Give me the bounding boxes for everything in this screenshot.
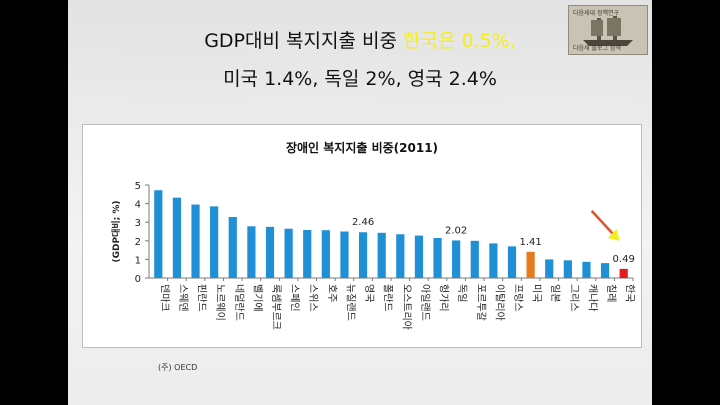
x-tick-label: 프랑스 [512,284,524,312]
bar [545,259,554,278]
x-tick-label: 이탈리아 [493,284,506,321]
x-tick-label: 폴란드 [382,284,394,312]
data-label: 1.41 [519,237,541,248]
y-tick-label: 1 [135,255,141,266]
bar [172,197,182,278]
bar [210,206,219,278]
x-tick-label: 포르투갈 [475,284,488,321]
x-tick-label: 오스트리아 [400,284,412,330]
data-label: 2.02 [445,225,467,236]
bar [284,228,293,278]
y-tick-label: 5 [135,181,141,192]
x-tick-label: 노르웨이 [214,284,226,321]
x-tick-label: 칠레 [605,284,617,302]
headline-highlight: 한국은 0.5%, [402,30,516,52]
headline-line2: 미국 1.4%, 독일 2%, 영국 2.4% [223,68,497,90]
y-tick-label: 0 [135,274,141,285]
x-tick-label: 일본 [549,284,561,302]
bar [470,240,479,278]
bar [191,204,200,278]
bar [563,260,572,278]
x-tick-label: 아일랜드 [419,284,431,321]
data-label: 2.46 [352,217,374,228]
bar [154,190,163,278]
x-tick-label: 스페인 [289,284,301,312]
bar [489,243,498,278]
ship-icon [583,16,633,46]
bar [321,230,330,278]
x-tick-label: 캐나다 [586,284,598,312]
bar [265,226,275,278]
x-tick-label: 한국 [624,284,636,302]
pointer-arrow-icon [590,210,617,238]
bar-chart: 0 1 2 3 4 5 (GDP대비; %) 덴마크 스웨덴 핀란드 노르웨이 네덜란드 벨기에 룩셈부르… [110,181,636,330]
y-tick-label: 2 [135,237,141,248]
logo-top-text: 다음세대 정책연구 [573,10,620,17]
bar [396,234,405,278]
bar [377,232,386,278]
x-tick-label: 스위스 [307,284,320,312]
source-note: (주) OECD [158,363,198,372]
bar [247,226,256,278]
bar [228,216,237,278]
bar [582,261,591,278]
y-tick-label: 3 [135,218,141,229]
x-tick-label: 네덜란드 [233,284,245,321]
x-tick-label: 독일 [456,284,468,302]
x-tick-label: 룩셈부르크 [270,284,282,330]
arrow-head-icon [607,228,620,241]
bar [600,263,610,278]
x-tick-label: 벨기에 [251,284,263,312]
x-tick-label: 헝가리 [438,284,450,312]
bar [303,230,312,278]
x-tick-label: 그리스 [568,284,580,312]
x-tick-label: 덴마크 [158,284,170,312]
chart-title: 장애인 복지지출 비중(2011) [285,141,439,155]
bar [507,246,517,278]
x-tick-label: 미국 [531,284,543,302]
bar [433,238,442,278]
x-tick-label: 뉴질랜드 [344,284,356,321]
slide: GDP대비 복지지출 비중 한국은 0.5%, 미국 1.4%, 독일 2%, … [68,0,652,405]
data-label: 0.49 [613,254,635,265]
bar [414,235,424,278]
logo-bottom-text: 다음세 블로그 정책 [573,45,621,52]
x-tick-label: 영국 [363,284,375,302]
y-axis-label: (GDP대비; %) [110,201,122,263]
bar [358,232,368,278]
x-tick-label: 스웨덴 [177,284,189,312]
chart-panel: 장애인 복지지출 비중(2011) 0 1 2 3 4 5 (GDP대비; %) 덴마크 스웨덴… [82,124,642,348]
x-tick-label: 호주 [326,284,338,302]
logo-image: 다음세대 정책연구 다음세 블로그 정책 [568,5,648,55]
y-tick-label: 4 [135,200,141,211]
x-tick-label: 핀란드 [196,284,208,312]
bar [340,231,349,278]
headline-prefix: GDP대비 복지지출 비중 [204,30,403,52]
bar [526,251,535,278]
headline-line1: GDP대비 복지지출 비중 한국은 0.5%, [68,26,652,53]
bar [452,240,461,278]
bar [619,268,628,278]
